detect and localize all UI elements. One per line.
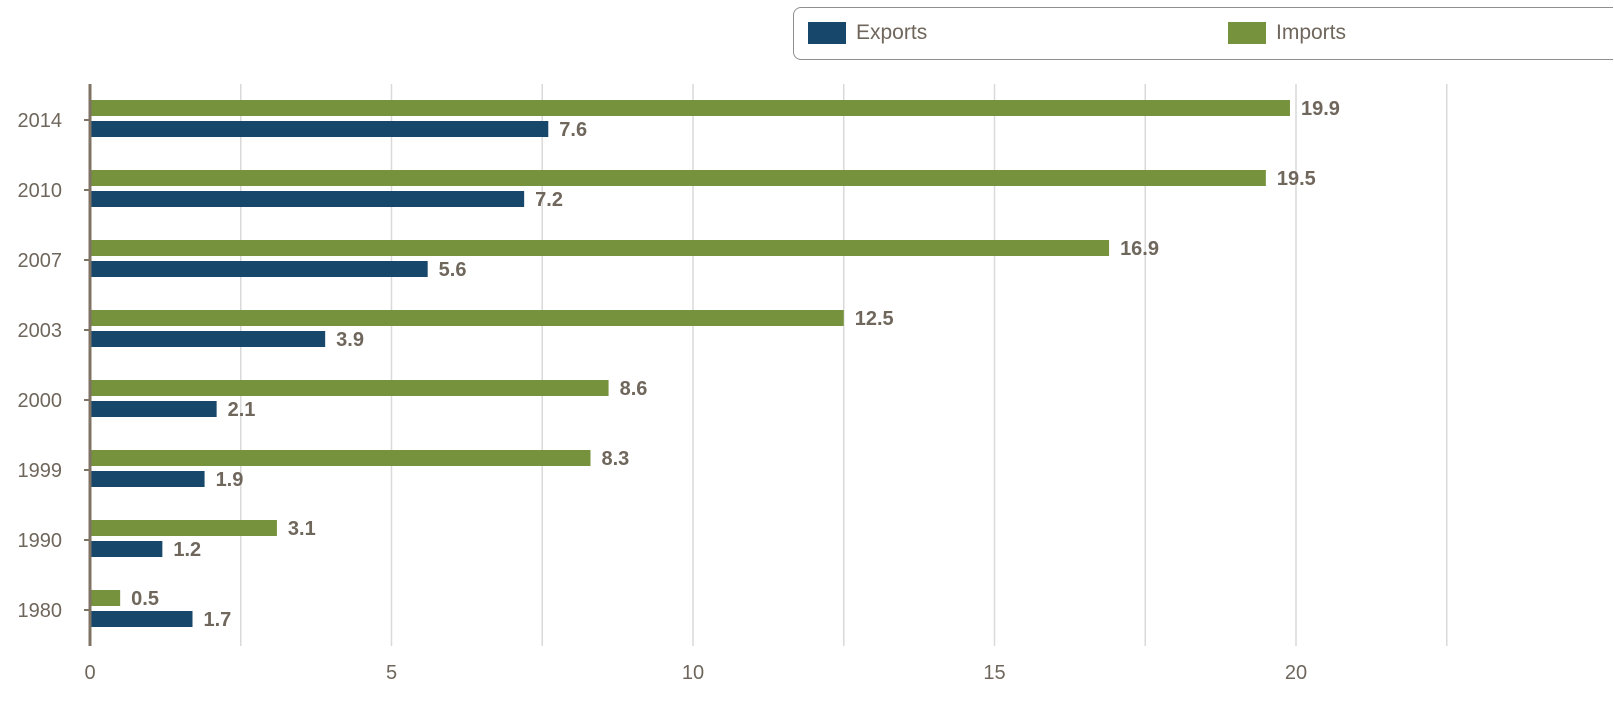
bar-imports: [90, 240, 1110, 256]
bar-exports: [90, 541, 163, 557]
data-label-exports: 1.9: [216, 469, 244, 491]
data-label-exports: 1.2: [173, 539, 201, 561]
bar-imports: [90, 450, 591, 466]
y-tick-label: 2014: [18, 110, 63, 132]
data-label-imports: 19.5: [1277, 168, 1316, 190]
y-tick-label: 2010: [18, 180, 63, 202]
x-tick-label: 5: [386, 662, 397, 684]
legend-swatch-imports: [1228, 22, 1266, 44]
bar-imports: [90, 100, 1290, 116]
data-label-imports: 16.9: [1120, 238, 1159, 260]
data-label-imports: 19.9: [1301, 98, 1340, 120]
bar-exports: [90, 611, 193, 627]
x-tick-label: 15: [983, 662, 1005, 684]
legend-item-exports: Exports: [808, 20, 927, 46]
data-label-exports: 7.2: [535, 189, 563, 211]
y-tick-label: 1980: [18, 600, 63, 622]
data-label-exports: 1.7: [204, 609, 232, 631]
data-label-exports: 3.9: [336, 329, 364, 351]
bar-imports: [90, 520, 277, 536]
chart-legend: Exports Imports: [793, 7, 1613, 60]
bar-imports: [90, 590, 121, 606]
bar-imports: [90, 170, 1266, 186]
bar-exports: [90, 331, 326, 347]
data-label-imports: 0.5: [131, 588, 159, 610]
x-tick-label: 10: [682, 662, 704, 684]
data-label-imports: 3.1: [288, 518, 316, 540]
legend-label-imports: Imports: [1276, 21, 1347, 44]
data-label-imports: 12.5: [855, 308, 894, 330]
legend-item-imports: Imports: [1228, 20, 1346, 46]
bar-exports: [90, 261, 428, 277]
bar-imports: [90, 310, 844, 326]
y-tick-label: 1990: [18, 530, 63, 552]
x-tick-label: 20: [1285, 662, 1307, 684]
data-label-exports: 5.6: [439, 259, 467, 281]
y-tick-label: 2000: [18, 390, 63, 412]
bar-exports: [90, 191, 525, 207]
legend-swatch-exports: [808, 22, 846, 44]
bar-exports: [90, 121, 549, 137]
bar-exports: [90, 401, 217, 417]
data-label-exports: 7.6: [559, 119, 587, 141]
x-tick-label: 0: [84, 662, 95, 684]
data-label-imports: 8.6: [620, 378, 648, 400]
bar-exports: [90, 471, 205, 487]
y-tick-label: 1999: [18, 460, 63, 482]
legend-label-exports: Exports: [856, 21, 928, 44]
y-tick-label: 2007: [18, 250, 63, 272]
y-tick-label: 2003: [18, 320, 63, 342]
bar-imports: [90, 380, 609, 396]
data-label-exports: 2.1: [228, 399, 256, 421]
data-label-imports: 8.3: [601, 448, 629, 470]
